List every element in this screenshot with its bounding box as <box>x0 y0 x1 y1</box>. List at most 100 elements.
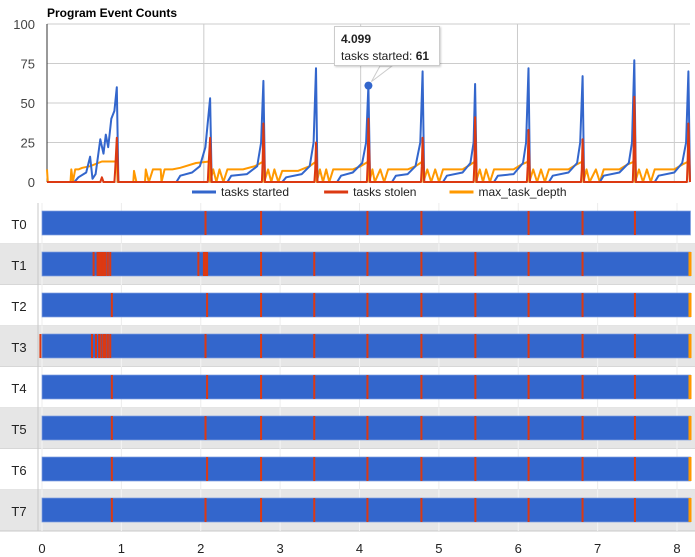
steal-mark <box>100 334 103 358</box>
end-mark <box>688 375 692 399</box>
x-tick-label: 5 <box>435 541 442 556</box>
steal-mark <box>420 375 423 399</box>
steal-mark <box>474 334 477 358</box>
steal-mark <box>102 252 105 276</box>
steal-mark <box>98 334 101 358</box>
steal-mark <box>420 211 423 235</box>
steal-mark <box>581 252 584 276</box>
steal-mark <box>260 416 263 440</box>
steal-mark <box>420 416 423 440</box>
end-mark <box>688 293 692 317</box>
steal-mark <box>366 457 369 481</box>
steal-mark <box>474 498 477 522</box>
steal-mark <box>366 211 369 235</box>
steal-mark <box>313 252 316 276</box>
legend-label: tasks stolen <box>353 185 416 199</box>
steal-mark <box>581 334 584 358</box>
x-tick-label: 7 <box>594 541 601 556</box>
x-tick-label: 2 <box>197 541 204 556</box>
steal-mark <box>99 252 102 276</box>
steal-mark <box>633 457 636 481</box>
steal-mark <box>110 375 113 399</box>
steal-mark <box>204 416 207 440</box>
tooltip-pointer <box>370 65 394 83</box>
x-tick-label: 3 <box>277 541 284 556</box>
steal-mark <box>260 334 263 358</box>
thread-bar <box>41 415 691 441</box>
steal-mark <box>420 293 423 317</box>
steal-mark <box>260 375 263 399</box>
tooltip-x: 4.099 <box>341 32 372 46</box>
steal-mark <box>581 375 584 399</box>
steal-mark <box>204 498 207 522</box>
thread-bar <box>41 251 691 277</box>
steal-mark <box>204 252 207 276</box>
steal-mark <box>109 252 112 276</box>
steal-mark <box>110 498 113 522</box>
steal-mark <box>633 293 636 317</box>
thread-bar <box>41 210 691 236</box>
y-tick-label: 0 <box>28 175 35 190</box>
steal-mark <box>474 416 477 440</box>
steal-mark <box>202 252 205 276</box>
thread-timeline: T0 T1 T2 T3 T4 T5 T6 T7 0 1 2 3 4 5 6 7 8 <box>0 203 695 556</box>
steal-mark <box>104 334 107 358</box>
highlighted-point <box>364 81 373 90</box>
steal-mark <box>94 334 97 358</box>
steal-mark <box>474 457 477 481</box>
steal-mark <box>204 334 207 358</box>
thread-label: T5 <box>11 422 26 437</box>
steal-mark <box>527 457 530 481</box>
steal-mark <box>39 334 42 358</box>
x-tick-label: 1 <box>118 541 125 556</box>
steal-mark <box>366 334 369 358</box>
steal-mark <box>91 334 94 358</box>
steal-mark <box>420 457 423 481</box>
steal-mark <box>633 416 636 440</box>
steal-mark <box>366 416 369 440</box>
steal-mark <box>106 252 109 276</box>
steal-mark <box>260 293 263 317</box>
steal-mark <box>633 334 636 358</box>
thread-bar <box>41 456 691 482</box>
steal-mark <box>527 375 530 399</box>
steal-mark <box>313 334 316 358</box>
tooltip: 4.099 tasks started: 61 <box>334 26 440 66</box>
y-tick-label: 25 <box>21 136 35 151</box>
steal-mark <box>206 457 209 481</box>
steal-mark <box>527 416 530 440</box>
series-line-tasks-stolen <box>47 95 691 183</box>
thread-bar <box>41 497 691 523</box>
steal-mark <box>313 375 316 399</box>
thread-row: T6 <box>0 449 695 491</box>
thread-label: T1 <box>11 258 26 273</box>
steal-mark <box>581 211 584 235</box>
thread-row: T4 <box>0 367 695 409</box>
thread-label: T0 <box>11 217 26 232</box>
steal-mark <box>110 416 113 440</box>
steal-mark <box>633 498 636 522</box>
steal-mark <box>92 252 95 276</box>
steal-mark <box>581 416 584 440</box>
end-mark <box>688 334 692 358</box>
tooltip-series: tasks started: <box>341 49 413 63</box>
legend-label: max_task_depth <box>479 185 567 199</box>
steal-mark <box>260 252 263 276</box>
thread-row: T2 <box>0 285 695 327</box>
steal-mark <box>474 375 477 399</box>
end-mark <box>688 416 692 440</box>
thread-row: T1 <box>0 244 695 286</box>
thread-label: T7 <box>11 504 26 519</box>
steal-mark <box>420 252 423 276</box>
thread-bar <box>41 374 691 400</box>
end-mark <box>688 457 692 481</box>
steal-mark <box>313 498 316 522</box>
steal-mark <box>110 457 113 481</box>
thread-row: T7 <box>0 490 695 532</box>
steal-mark <box>110 293 113 317</box>
steal-mark <box>197 252 200 276</box>
thread-row: T3 <box>0 326 695 368</box>
thread-row: T0 <box>0 203 695 245</box>
steal-mark <box>366 498 369 522</box>
thread-row: T5 <box>0 408 695 450</box>
